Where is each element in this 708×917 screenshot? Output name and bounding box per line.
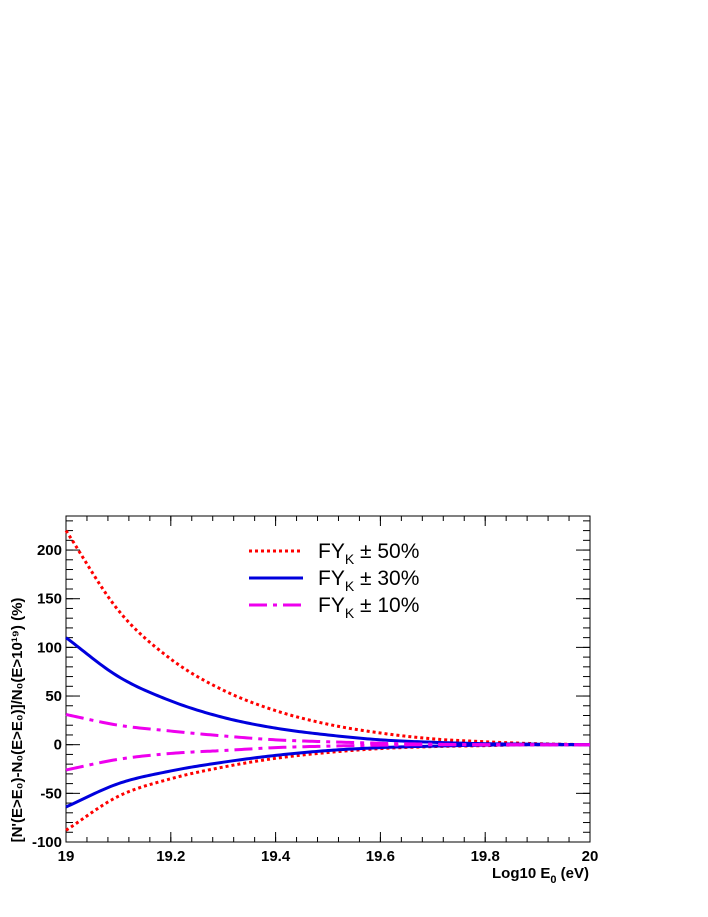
y-tick-label: -50 xyxy=(40,785,62,802)
series-line-1-lower xyxy=(65,743,590,832)
x-axis-label-main: Log10 E xyxy=(492,865,550,882)
x-tick-label: 19.4 xyxy=(261,848,291,865)
x-axis-label: Log10 E0 (eV) xyxy=(492,865,589,886)
legend-label-2: FYK ± 30% xyxy=(318,567,419,594)
legend-label-sub: K xyxy=(345,578,355,594)
x-tick-label: 19.8 xyxy=(471,848,500,865)
axis-ticks: 19 19.2 19.4 19.6 19.8 20 -100 -50 0 50 100 150 200 xyxy=(32,516,598,865)
legend-label-main: FY xyxy=(318,540,345,563)
legend-label-main: FY xyxy=(318,567,345,590)
y-tick-label: 100 xyxy=(37,639,62,656)
series-layer xyxy=(64,529,591,832)
plot-frame xyxy=(65,515,591,843)
x-axis-label-tail: (eV) xyxy=(556,865,589,882)
series-line-3-lower xyxy=(65,743,590,772)
y-tick-label: -100 xyxy=(32,834,62,851)
x-tick-label: 19 xyxy=(58,848,75,865)
x-tick-label: 20 xyxy=(582,848,599,865)
series-line-3-upper xyxy=(65,713,590,747)
x-axis-label-sub: 0 xyxy=(550,874,556,886)
y-tick-label: 50 xyxy=(45,688,62,705)
legend: FYK ± 50%FYK ± 30%FYK ± 10% xyxy=(249,540,419,621)
x-tick-label: 19.6 xyxy=(366,848,395,865)
y-axis-label: [N'(E>E₀)-N₀(E>E₀)]/N₀(E>10¹⁹) (%) xyxy=(9,598,26,843)
series-line-2-lower xyxy=(65,743,590,809)
x-tick-label: 19.2 xyxy=(156,848,185,865)
legend-label-3: FYK ± 10% xyxy=(318,594,419,621)
legend-label-main: FY xyxy=(318,594,345,617)
legend-label-1: FYK ± 50% xyxy=(318,540,419,567)
legend-label-tail: ± 50% xyxy=(354,540,419,563)
legend-label-sub: K xyxy=(345,551,355,567)
y-tick-label: 200 xyxy=(37,542,62,559)
legend-label-tail: ± 30% xyxy=(354,567,419,590)
legend-label-sub: K xyxy=(345,605,355,621)
y-tick-label: 150 xyxy=(37,591,62,608)
legend-label-tail: ± 10% xyxy=(354,594,419,617)
series-line-1-upper xyxy=(64,529,591,747)
y-tick-label: 0 xyxy=(54,737,62,754)
